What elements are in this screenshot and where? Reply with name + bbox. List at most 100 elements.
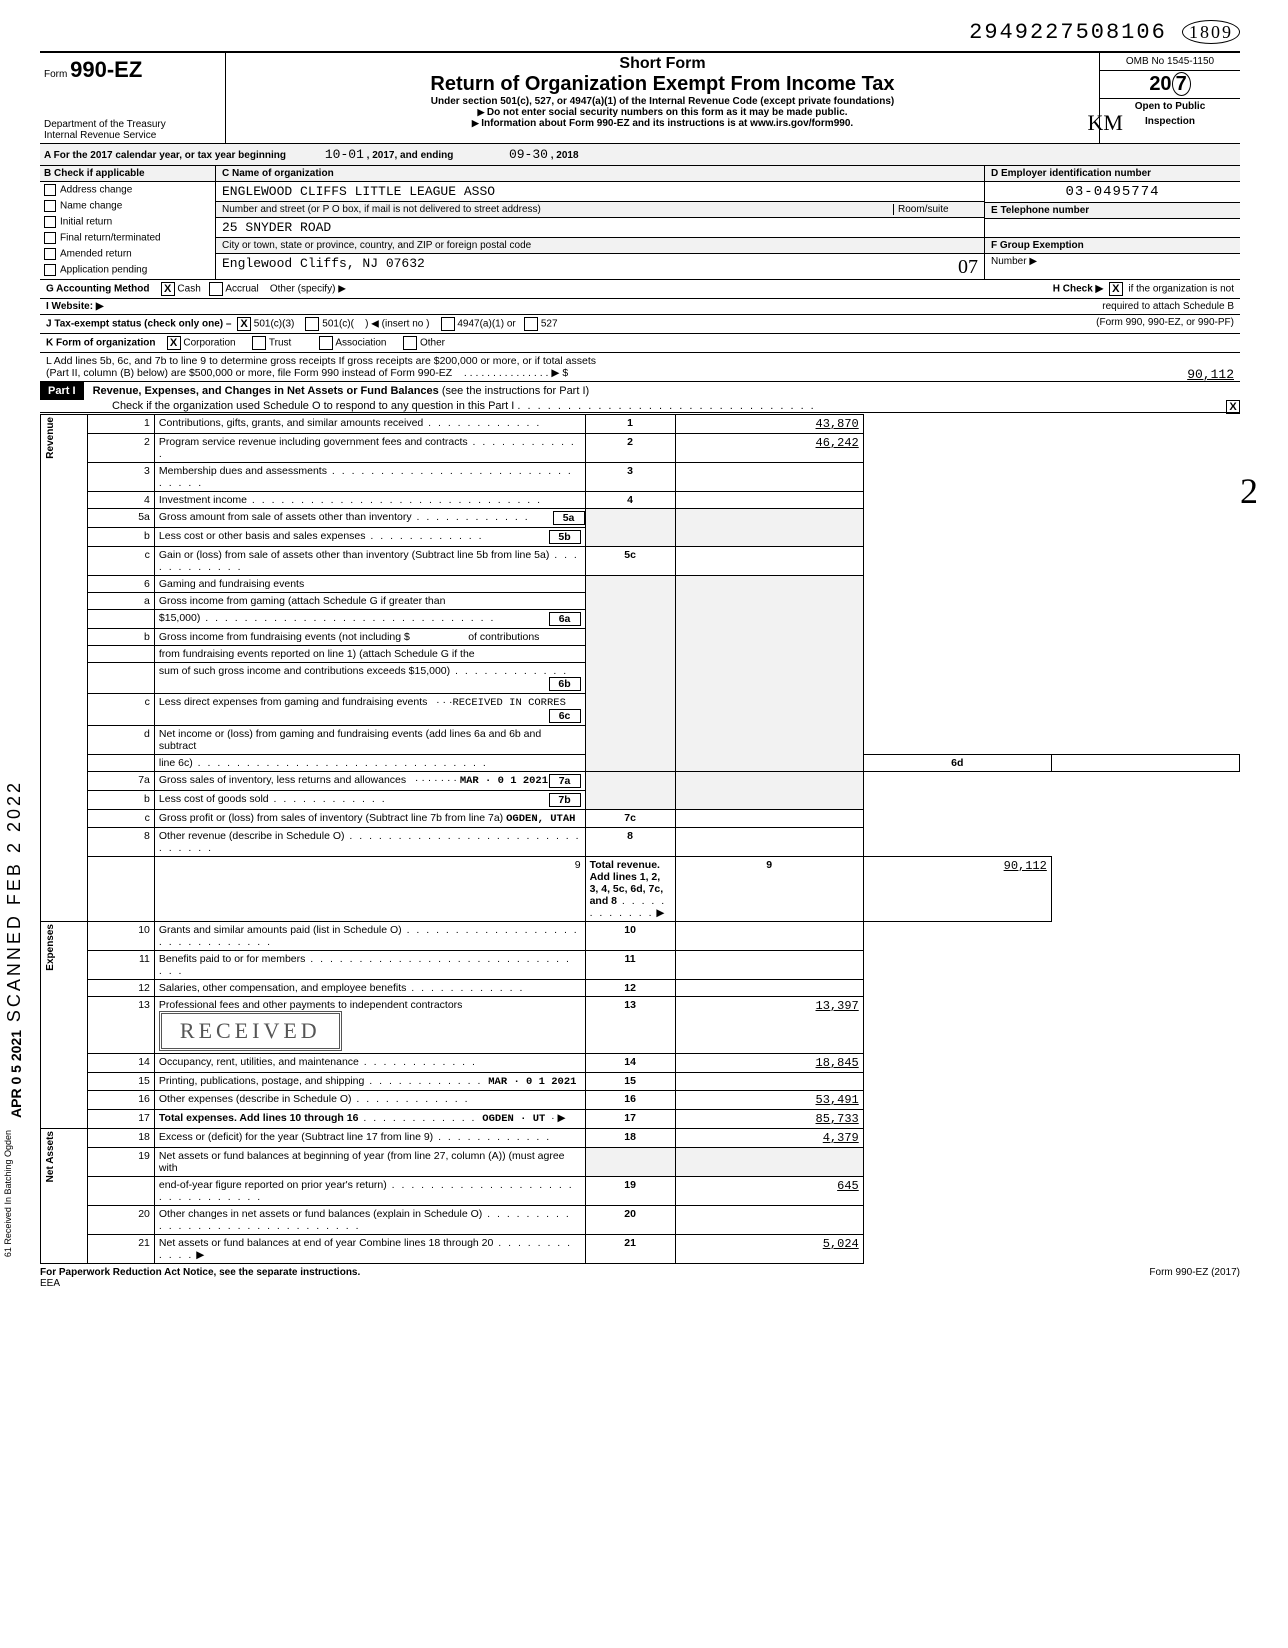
part1-title: Revenue, Expenses, and Changes in Net As… [93, 385, 439, 397]
chk-corp[interactable]: X [167, 336, 181, 350]
b-opt-address: Address change [60, 185, 132, 196]
l-txt2: (Part II, column (B) below) are $500,000… [46, 367, 452, 379]
l1-amt: 43,870 [675, 415, 863, 434]
phone-field [985, 219, 1240, 238]
l2-desc: Program service revenue including govern… [159, 436, 468, 448]
vlabel-revenue: Revenue [45, 417, 56, 459]
l7a-box: 7a [549, 774, 581, 788]
l21-desc: Net assets or fund balances at end of ye… [159, 1237, 493, 1249]
l6d-desc2: line 6c) [159, 757, 193, 769]
l8-amt [675, 828, 863, 857]
chk-schedule-o[interactable]: X [1226, 400, 1240, 414]
vlabel-netassets: Net Assets [45, 1131, 56, 1182]
b-opt-final: Final return/terminated [60, 233, 161, 244]
stamp-r1-l1: RECEIVED IN CORRES [452, 697, 565, 709]
line-a-prefix: A For the 2017 calendar year, or tax yea… [44, 150, 286, 161]
l13-amt: 13,397 [675, 997, 863, 1054]
f-label: F Group Exemption [991, 240, 1084, 251]
l15-amt [675, 1073, 863, 1091]
footer-eea: EEA [40, 1278, 60, 1289]
l6c-box: 6c [549, 709, 581, 723]
l12-desc: Salaries, other compensation, and employ… [159, 982, 406, 994]
l18-amt: 4,379 [675, 1129, 863, 1148]
line-g-h: G Accounting Method X Cash Accrual Other… [40, 280, 1240, 299]
l6d-amt [1051, 755, 1239, 772]
title-main: Return of Organization Exempt From Incom… [232, 73, 1093, 96]
k-label: K Form of organization [46, 338, 155, 349]
ssn-warning: Do not enter social security numbers on … [232, 107, 1093, 118]
subtitle: Under section 501(c), 527, or 4947(a)(1)… [232, 96, 1093, 107]
j-501c3: 501(c)(3) [254, 319, 295, 330]
chk-initial[interactable] [44, 216, 56, 228]
chk-final[interactable] [44, 232, 56, 244]
l2-amt: 46,242 [675, 434, 863, 463]
g-cash: Cash [177, 284, 200, 295]
l14-desc: Occupancy, rent, utilities, and maintena… [159, 1056, 359, 1068]
h-label: H Check ▶ [1053, 284, 1103, 295]
l6a-desc2: $15,000) [159, 612, 200, 624]
received-stamp: RECEIVED [159, 1011, 342, 1051]
i-label: I Website: ▶ [46, 301, 104, 312]
l19-amt: 645 [675, 1177, 863, 1206]
l16-desc: Other expenses (describe in Schedule O) [159, 1093, 352, 1105]
form-prefix: Form [44, 69, 67, 80]
handwritten-code: 1809 [1182, 20, 1240, 44]
l4-desc: Investment income [159, 494, 247, 506]
chk-other[interactable] [403, 336, 417, 350]
l5a-desc: Gross amount from sale of assets other t… [159, 511, 412, 523]
chk-501c[interactable] [305, 317, 319, 331]
ein: 03-0495774 [985, 182, 1240, 203]
j-insert: ) ◀ (insert no ) [365, 319, 429, 330]
stamp-r2-city: OGDEN · UT [482, 1113, 545, 1125]
line-a: A For the 2017 calendar year, or tax yea… [40, 144, 1240, 166]
l9-amt: 90,112 [863, 857, 1051, 922]
chk-501c3[interactable]: X [237, 317, 251, 331]
recv-stamp: 61 Received In Batching Ogden [4, 1130, 14, 1257]
l11-desc: Benefits paid to or for members [159, 953, 305, 965]
h-txt: if the organization is not [1128, 284, 1234, 295]
b-header: B Check if applicable [44, 168, 145, 179]
part1-check: Check if the organization used Schedule … [40, 400, 514, 412]
hand-2: 2 [1240, 470, 1258, 512]
l19-desc: Net assets or fund balances at beginning… [154, 1148, 585, 1177]
chk-pending[interactable] [44, 264, 56, 276]
l20-desc: Other changes in net assets or fund bala… [159, 1208, 482, 1220]
chk-527[interactable] [524, 317, 538, 331]
l6b-desc3: from fundraising events reported on line… [154, 646, 585, 663]
hand-07: 07 [958, 256, 978, 279]
chk-accrual[interactable] [209, 282, 223, 296]
l14-amt: 18,845 [675, 1054, 863, 1073]
chk-name[interactable] [44, 200, 56, 212]
line-a-mid: , 2017, and ending [367, 150, 454, 161]
l4-amt [675, 492, 863, 509]
room-label: Room/suite [893, 204, 978, 215]
l6a-desc: Gross income from gaming (attach Schedul… [159, 595, 446, 607]
chk-address[interactable] [44, 184, 56, 196]
line-l: L Add lines 5b, 6c, and 7b to line 9 to … [40, 353, 1240, 381]
omb-number: OMB No 1545-1150 [1100, 53, 1240, 71]
chk-cash[interactable]: X [161, 282, 175, 296]
chk-assoc[interactable] [319, 336, 333, 350]
l5c-desc: Gain or (loss) from sale of assets other… [159, 549, 549, 561]
addr-label: Number and street (or P O box, if mail i… [222, 204, 893, 215]
footer-left: For Paperwork Reduction Act Notice, see … [40, 1267, 360, 1278]
chk-4947[interactable] [441, 317, 455, 331]
chk-amended[interactable] [44, 248, 56, 260]
l7c-amt [675, 810, 863, 828]
j-4947: 4947(a)(1) or [457, 319, 515, 330]
tax-year-begin: 10-01 [325, 147, 364, 162]
city-label: City or town, state or province, country… [216, 238, 984, 254]
k-other: Other [420, 338, 445, 349]
chk-sched-b[interactable]: X [1109, 282, 1123, 296]
d-label: D Employer identification number [991, 168, 1151, 179]
part1-header: Part I Revenue, Expenses, and Changes in… [40, 381, 1240, 413]
stamp-r2-date: MAR · 0 1 2021 [488, 1076, 576, 1088]
l12-amt [675, 980, 863, 997]
l3-desc: Membership dues and assessments [159, 465, 327, 477]
chk-trust[interactable] [252, 336, 266, 350]
form-header: Form 990-EZ Department of the Treasury I… [40, 51, 1240, 144]
l10-amt [675, 922, 863, 951]
part1-tag: Part I [40, 382, 84, 400]
j-527: 527 [541, 319, 558, 330]
l17-desc: Total expenses. Add lines 10 through 16 [159, 1112, 359, 1124]
